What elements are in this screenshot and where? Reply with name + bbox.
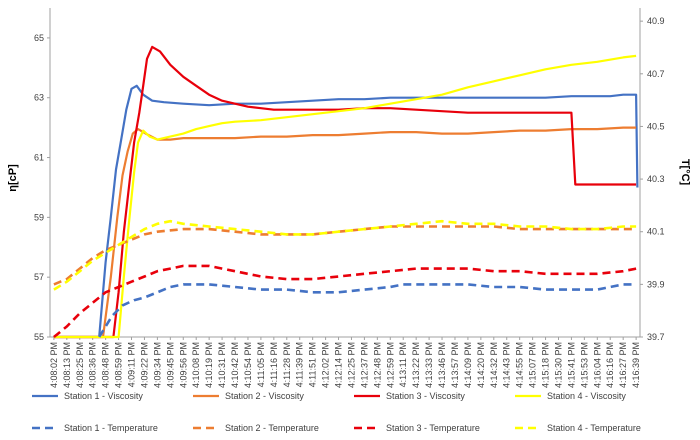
legend-label: Station 3 - Viscosity (386, 391, 465, 401)
x-tick-label: 4:08:02 PM (49, 342, 59, 388)
y-tick-label: 63 (34, 93, 44, 103)
x-tick-label: 4:10:54 PM (243, 342, 253, 388)
x-tick-label: 4:13:22 PM (411, 342, 421, 388)
x-tick-label: 4:10:42 PM (230, 342, 240, 388)
x-tick-label: 4:15:30 PM (553, 342, 563, 388)
x-tick-label: 4:13:33 PM (424, 342, 434, 388)
series-line-5 (98, 283, 637, 338)
y-axis-ticks: 55 57 59 61 63 65 (34, 33, 50, 342)
y-tick-label: 59 (34, 212, 44, 222)
x-tick-label: 4:15:41 PM (566, 342, 576, 388)
x-tick-label: 4:12:59 PM (385, 342, 395, 388)
x-axis-ticks: 4:08:02 PM 4:08:13 PM 4:08:25 PM 4:08:36 PM… (49, 337, 641, 388)
x-tick-label: 4:11:51 PM (308, 342, 318, 387)
x-tick-label: 4:08:13 PM (62, 342, 72, 388)
x-tick-label: 4:12:14 PM (334, 342, 344, 388)
x-tick-label: 4:10:31 PM (217, 342, 227, 388)
series-line-3 (53, 45, 637, 339)
x-tick-label: 4:13:57 PM (450, 342, 460, 388)
x-tick-label: 4:15:53 PM (579, 342, 589, 388)
x-tick-label: 4:13:11 PM (398, 342, 408, 387)
y2-tick-label: 40.9 (647, 16, 665, 26)
y2-tick-label: 40.1 (647, 227, 665, 237)
x-tick-label: 4:12:02 PM (321, 342, 331, 388)
x-tick-label: 4:12:37 PM (359, 342, 369, 388)
x-tick-label: 4:12:48 PM (372, 342, 382, 388)
y-tick-label: 65 (34, 33, 44, 43)
y2-axis-title: T[°C] (679, 159, 691, 186)
x-tick-label: 4:14:20 PM (476, 342, 486, 388)
x-tick-label: 4:09:11 PM (127, 342, 137, 387)
x-tick-label: 4:11:28 PM (282, 342, 292, 387)
y-tick-label: 55 (34, 332, 44, 342)
x-tick-label: 4:14:43 PM (502, 342, 512, 388)
x-tick-label: 4:08:59 PM (114, 342, 124, 388)
y-tick-label: 57 (34, 272, 44, 282)
legend-label: Station 1 - Viscosity (64, 391, 143, 401)
y2-tick-label: 40.7 (647, 69, 665, 79)
x-tick-label: 4:08:36 PM (88, 342, 98, 388)
legend-label: Station 4 - Viscosity (547, 391, 626, 401)
x-tick-label: 4:11:05 PM (256, 342, 266, 387)
x-tick-label: 4:12:25 PM (346, 342, 356, 388)
legend-label: Station 2 - Viscosity (225, 391, 304, 401)
x-tick-label: 4:09:34 PM (152, 342, 162, 388)
x-tick-label: 4:11:39 PM (295, 342, 305, 387)
x-tick-label: 4:14:55 PM (515, 342, 525, 388)
legend-label: Station 4 - Temperature (547, 423, 641, 433)
x-tick-label: 4:16:16 PM (605, 342, 615, 388)
series-line-4 (53, 54, 637, 339)
x-tick-label: 4:16:04 PM (592, 342, 602, 388)
x-tick-label: 4:10:19 PM (204, 342, 214, 388)
y2-tick-label: 39.9 (647, 279, 665, 289)
series-line-2 (53, 126, 637, 339)
series-layer (53, 45, 639, 339)
x-tick-label: 4:14:09 PM (463, 342, 473, 388)
series-line-8 (53, 219, 637, 291)
series-line-7 (53, 264, 637, 339)
x-tick-label: 4:10:08 PM (191, 342, 201, 388)
x-tick-label: 4:13:46 PM (437, 342, 447, 388)
y2-tick-label: 40.5 (647, 121, 665, 131)
y-tick-label: 61 (34, 153, 44, 163)
legend-label: Station 3 - Temperature (386, 423, 480, 433)
x-tick-label: 4:09:56 PM (178, 342, 188, 388)
y-axis-title: η[cP] (7, 164, 19, 192)
x-tick-label: 4:09:22 PM (139, 342, 149, 388)
x-tick-label: 4:14:32 PM (489, 342, 499, 388)
legend-label: Station 1 - Temperature (64, 423, 158, 433)
y2-tick-label: 39.7 (647, 332, 665, 342)
y2-tick-label: 40.3 (647, 174, 665, 184)
x-tick-label: 4:15:07 PM (528, 342, 538, 388)
x-tick-label: 4:16:39 PM (631, 342, 641, 388)
x-tick-label: 4:16:27 PM (618, 342, 628, 388)
x-tick-label: 4:11:16 PM (269, 342, 279, 387)
y2-axis-ticks: 39.7 39.9 40.1 40.3 40.5 40.7 40.9 (640, 16, 665, 342)
x-tick-label: 4:08:25 PM (75, 342, 85, 388)
x-tick-label: 4:15:18 PM (541, 342, 551, 388)
x-tick-label: 4:08:48 PM (101, 342, 111, 388)
x-tick-label: 4:09:45 PM (165, 342, 175, 388)
series-line-1 (53, 84, 639, 339)
legend-label: Station 2 - Temperature (225, 423, 319, 433)
legend: Station 1 - Viscosity Station 2 - Viscosi… (32, 391, 641, 433)
